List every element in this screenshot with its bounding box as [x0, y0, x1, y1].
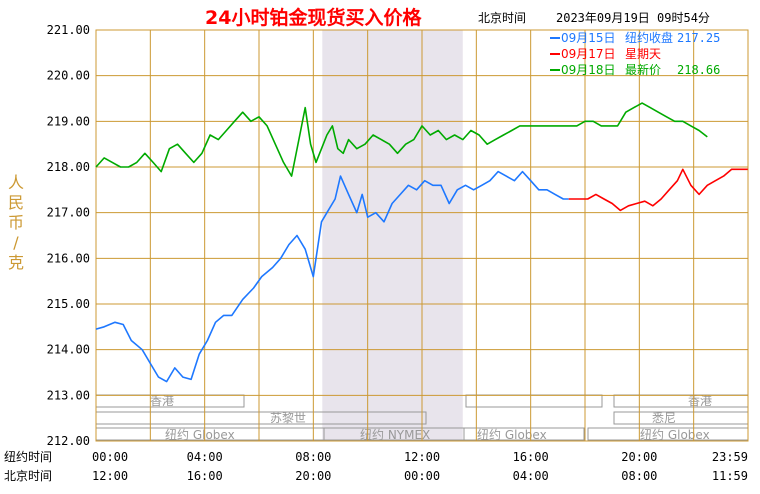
timestamp: 2023年09月19日 09时54分 — [556, 11, 710, 25]
legend-date: 09月17日 — [561, 47, 616, 61]
legend-value: 217.25 — [677, 31, 720, 45]
x-tick-bj: 11:59 — [712, 469, 748, 483]
x-tick-bj: 20:00 — [295, 469, 331, 483]
x-tick-ny: 16:00 — [513, 450, 549, 464]
session-hongkong-box-3 — [613, 394, 749, 408]
y-tick-label: 213.00 — [47, 388, 90, 402]
nymex-session-shade — [322, 30, 463, 441]
y-tick-label: 219.00 — [47, 114, 90, 128]
session-globex-box-2 — [463, 427, 585, 441]
y-tick-label: 214.00 — [47, 343, 90, 357]
series-line-3 — [95, 102, 708, 177]
session-sydney-box — [613, 411, 749, 425]
x-tick-ny: 04:00 — [187, 450, 223, 464]
y-tick-label: 216.00 — [47, 251, 90, 265]
y-tick-label: 221.00 — [47, 23, 90, 37]
grid-lines — [95, 29, 749, 442]
y-tick-label: 212.00 — [47, 434, 90, 448]
session-label-hongkong-1: 香港 — [150, 394, 174, 408]
timezone-label: 北京时间 — [478, 11, 526, 25]
legend-label: 纽约收盘 — [625, 30, 673, 45]
x-tick-ny: 08:00 — [295, 450, 331, 464]
y-tick-label: 218.00 — [47, 160, 90, 174]
session-label-zurich: 苏黎世 — [270, 411, 306, 425]
session-hongkong-box-2 — [465, 394, 603, 408]
x-tick-bj: 08:00 — [621, 469, 657, 483]
x-tick-ny: 23:59 — [712, 450, 748, 464]
x-axis-row2-label: 北京时间 — [4, 469, 52, 483]
y-tick-label: 220.00 — [47, 69, 90, 83]
x-tick-bj: 04:00 — [513, 469, 549, 483]
legend-date: 09月15日 — [561, 31, 616, 45]
session-label-globex-3: 纽约 Globex — [640, 427, 710, 442]
session-label-nymex-text: 纽约 NYMEX — [360, 427, 430, 442]
svg-text:人民币/克: 人民币/克 — [8, 173, 24, 272]
legend-value: 218.66 — [677, 63, 720, 77]
x-axis-row1-label: 纽约时间 — [4, 449, 52, 464]
session-label-hongkong-3: 香港 — [688, 394, 712, 408]
x-tick-ny: 00:00 — [92, 450, 128, 464]
series-line-1 — [95, 170, 569, 383]
legend: 09月15日 纽约收盘 217.25 09月17日 星期天 09月18日 最新价 218.66 — [550, 30, 720, 77]
series-lines — [95, 102, 748, 383]
y-tick-label: 217.00 — [47, 206, 90, 220]
session-label-globex-1: 纽约 Globex — [165, 427, 235, 442]
y-tick-labels: 212.00 213.00 214.00 215.00 216.00 217.00 218.… — [47, 23, 90, 448]
legend-label: 星期天 — [625, 47, 661, 61]
x-tick-labels: 00:00 04:00 08:00 12:00 16:00 20:00 23:59 12:00… — [92, 450, 748, 483]
legend-label: 最新价 — [625, 62, 661, 77]
session-label-globex-2: 纽约 Globex — [477, 427, 547, 442]
x-tick-ny: 20:00 — [621, 450, 657, 464]
legend-date: 09月18日 — [561, 63, 616, 77]
series-line-2 — [568, 168, 748, 212]
x-tick-bj: 00:00 — [404, 469, 440, 483]
x-tick-bj: 12:00 — [92, 469, 128, 483]
x-tick-bj: 16:00 — [187, 469, 223, 483]
chart-title: 24小时铂金现货买入价格 — [205, 6, 422, 29]
session-label-sydney: 悉尼 — [652, 411, 676, 425]
y-axis-label: 人民币/克 — [8, 173, 24, 272]
y-tick-label: 215.00 — [47, 297, 90, 311]
x-tick-ny: 12:00 — [404, 450, 440, 464]
